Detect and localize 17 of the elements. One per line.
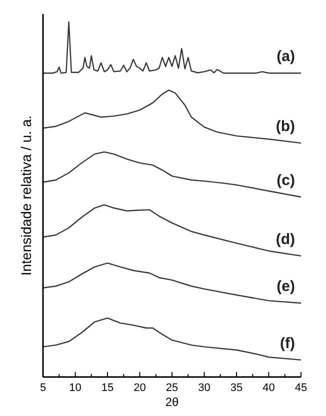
x-tick-label: 25: [166, 382, 178, 394]
x-axis-title: 2θ: [165, 395, 179, 409]
series-label: (d): [276, 230, 295, 248]
series-label: (a): [276, 48, 295, 66]
x-tick-label: 30: [198, 382, 210, 394]
x-tick-label: 40: [262, 382, 275, 394]
series-label: (b): [276, 118, 295, 136]
series-label: (e): [276, 278, 295, 296]
series-label: (c): [276, 172, 295, 190]
x-tick-label: 15: [101, 382, 114, 394]
y-axis-title: Intensidade relativa / u. a.: [18, 115, 34, 276]
x-tick-label: 20: [134, 382, 146, 394]
x-tick-label: 45: [294, 382, 308, 394]
series-label: (f): [280, 334, 295, 352]
x-tick-label: 5: [40, 382, 46, 394]
x-tick-label: 10: [69, 382, 82, 394]
x-tick-label: 35: [230, 382, 243, 394]
